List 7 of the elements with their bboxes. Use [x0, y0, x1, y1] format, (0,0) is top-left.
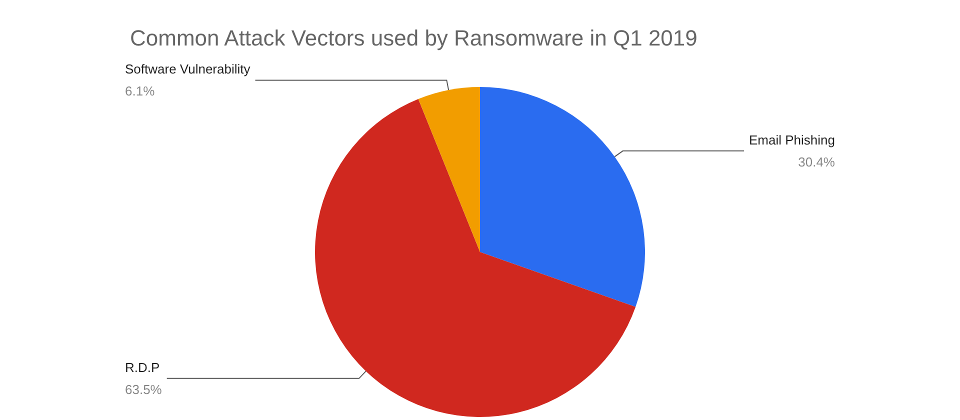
data-label: 30.4%	[798, 154, 836, 170]
data-label: 6.1%	[125, 84, 156, 99]
slice-label: Email Phishing	[749, 132, 835, 148]
slice-label: Software Vulnerability	[125, 62, 251, 77]
data-label: 63.5%	[125, 382, 162, 397]
chart-title: Common Attack Vectors used by Ransomware in Q1 2019	[130, 26, 698, 50]
slice-label: R.D.P	[125, 360, 160, 375]
